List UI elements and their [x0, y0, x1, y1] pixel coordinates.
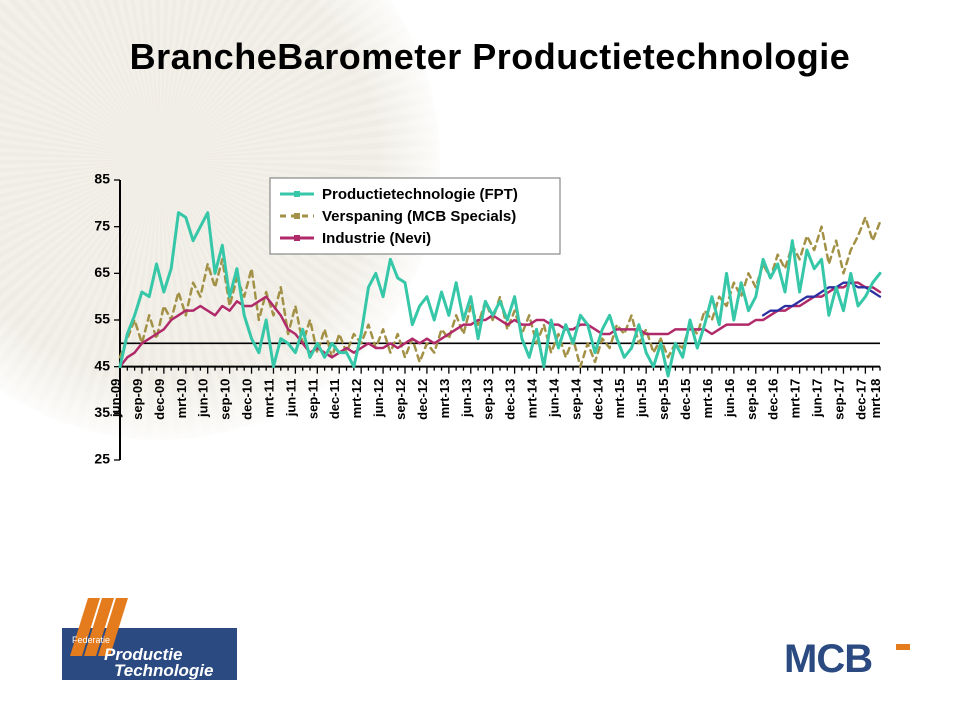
logo-right-text: MCB: [784, 638, 872, 680]
y-tick-label: 55: [94, 311, 110, 327]
x-tick-label: sep-10: [218, 379, 233, 420]
x-tick-label: dec-12: [415, 379, 430, 420]
x-tick-label: sep-12: [393, 379, 408, 420]
x-tick-label: sep-14: [568, 378, 583, 420]
legend-label: Verspaning (MCB Specials): [322, 208, 516, 225]
y-tick-label: 25: [94, 451, 110, 467]
legend-label: Productietechnologie (FPT): [322, 186, 518, 203]
x-tick-label: mrt-14: [525, 378, 540, 419]
x-tick-label: mrt-12: [349, 379, 364, 419]
x-tick-label: sep-16: [744, 379, 759, 420]
x-tick-label: jun-14: [546, 378, 561, 418]
x-tick-label: sep-11: [305, 379, 320, 419]
logo-left-line1: Federatie: [72, 635, 110, 645]
x-tick-label: mrt-13: [437, 379, 452, 419]
x-tick-label: dec-09: [152, 379, 167, 420]
x-tick-label: dec-11: [327, 379, 342, 419]
x-tick-label: jun-10: [196, 379, 211, 418]
x-tick-label: sep-09: [130, 379, 145, 420]
x-tick-label: dec-17: [853, 379, 868, 420]
y-tick-label: 85: [94, 171, 110, 187]
x-tick-label: mrt-15: [612, 379, 627, 419]
x-tick-label: dec-14: [590, 378, 605, 420]
page-title: BrancheBarometer Productietechnologie: [60, 36, 920, 78]
x-tick-label: dec-15: [678, 379, 693, 420]
x-tick-label: jun-16: [722, 379, 737, 418]
logo-federatie-productie-technologie: Federatie Productie Technologie: [62, 598, 237, 680]
x-tick-label: dec-13: [503, 379, 518, 420]
x-tick-label: mrt-17: [788, 379, 803, 419]
x-tick-label: dec-10: [240, 379, 255, 420]
legend-label: Industrie (Nevi): [322, 230, 431, 247]
chart-container: 25354555657585jun-09sep-09dec-09mrt-10ju…: [70, 170, 890, 570]
x-tick-label: dec-16: [766, 379, 781, 420]
x-tick-label: mrt-10: [174, 379, 189, 419]
x-tick-label: jun-11: [283, 379, 298, 418]
title-text: BrancheBarometer Productietechnologie: [60, 36, 920, 78]
x-tick-label: mrt-18: [868, 379, 883, 419]
y-tick-label: 65: [94, 264, 110, 280]
x-tick-label: jun-15: [634, 379, 649, 418]
x-tick-label: jun-13: [459, 379, 474, 418]
line-chart: 25354555657585jun-09sep-09dec-09mrt-10ju…: [70, 170, 890, 570]
y-tick-label: 45: [94, 357, 110, 373]
x-tick-label: jun-09: [108, 379, 123, 418]
y-tick-label: 75: [94, 217, 110, 233]
x-tick-label: sep-17: [831, 379, 846, 420]
x-tick-label: jun-17: [810, 379, 825, 418]
logo-mcb: MCB: [784, 638, 914, 680]
logo-left-line3: Technologie: [114, 661, 214, 680]
x-tick-label: mrt-11: [261, 379, 276, 418]
x-tick-label: jun-12: [371, 379, 386, 418]
x-tick-label: sep-13: [481, 379, 496, 420]
x-tick-label: mrt-16: [700, 379, 715, 419]
x-tick-label: sep-15: [656, 379, 671, 420]
series-Industrie (Nevi): [120, 283, 880, 367]
